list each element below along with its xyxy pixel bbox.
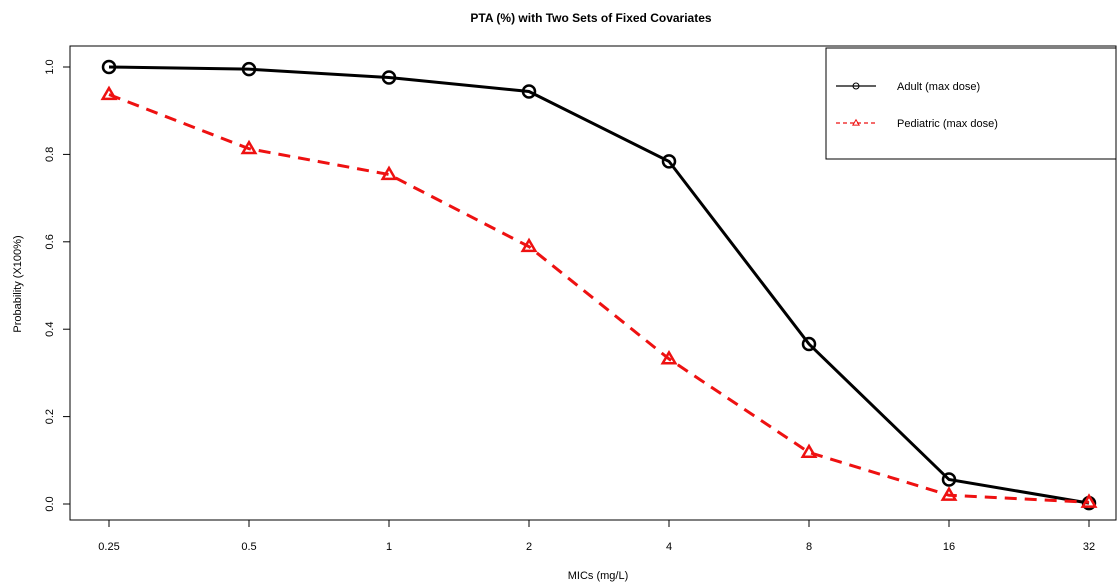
data-point-circle [241, 61, 257, 77]
legend-marker-circle [852, 82, 860, 90]
y-tick-label: 0.6 [44, 234, 56, 249]
data-point-circle [941, 472, 957, 487]
x-tick-label: 2 [526, 541, 532, 553]
series-1-group [100, 85, 1098, 508]
data-point-circle [661, 154, 677, 169]
x-tick-label: 1 [386, 541, 392, 553]
data-point-circle [101, 59, 117, 75]
series-line-0 [108, 65, 1090, 505]
data-point-triangle [520, 237, 538, 253]
y-tick-label: 1.0 [44, 59, 56, 74]
x-tick-label: 0.5 [241, 541, 256, 553]
legend: Adult (max dose) Pediatric (max dose) [825, 47, 1117, 160]
plot-frame [69, 45, 1117, 521]
y-tick-label: 0.8 [44, 147, 56, 162]
x-tick-label: 0.25 [98, 541, 119, 553]
x-axis-label: MICs (mg/L) [568, 570, 629, 582]
legend-box [825, 47, 1117, 160]
x-axis: 0.25 0.5 1 2 4 8 16 32 [98, 520, 1095, 553]
x-tick-label: 32 [1083, 541, 1095, 553]
y-tick-label: 0.2 [44, 409, 56, 424]
series-0-group [101, 59, 1097, 511]
y-tick-label: 0.0 [44, 496, 56, 511]
data-point-circle [521, 84, 537, 99]
data-point-triangle [1080, 493, 1098, 508]
y-axis: 0.0 0.2 0.4 0.6 0.8 1.0 [44, 59, 70, 512]
data-point-triangle [100, 85, 118, 101]
data-point-circle [801, 336, 817, 352]
chart-title: PTA (%) with Two Sets of Fixed Covariate… [470, 11, 711, 25]
series-layer [100, 59, 1098, 511]
legend-label-0: Adult (max dose) [897, 81, 980, 93]
data-point-triangle [380, 165, 398, 181]
y-tick-label: 0.4 [44, 322, 56, 337]
data-point-triangle [240, 139, 258, 155]
data-point-triangle [660, 349, 678, 365]
data-point-circle [381, 70, 397, 85]
y-axis-label: Probability (X100%) [12, 235, 24, 332]
legend-marker-triangle [851, 118, 861, 126]
x-tick-label: 16 [943, 541, 955, 553]
data-point-triangle [800, 443, 818, 459]
x-tick-label: 8 [806, 541, 812, 553]
data-point-triangle [940, 486, 958, 501]
x-tick-label: 4 [666, 541, 672, 553]
legend-label-1: Pediatric (max dose) [897, 118, 998, 130]
